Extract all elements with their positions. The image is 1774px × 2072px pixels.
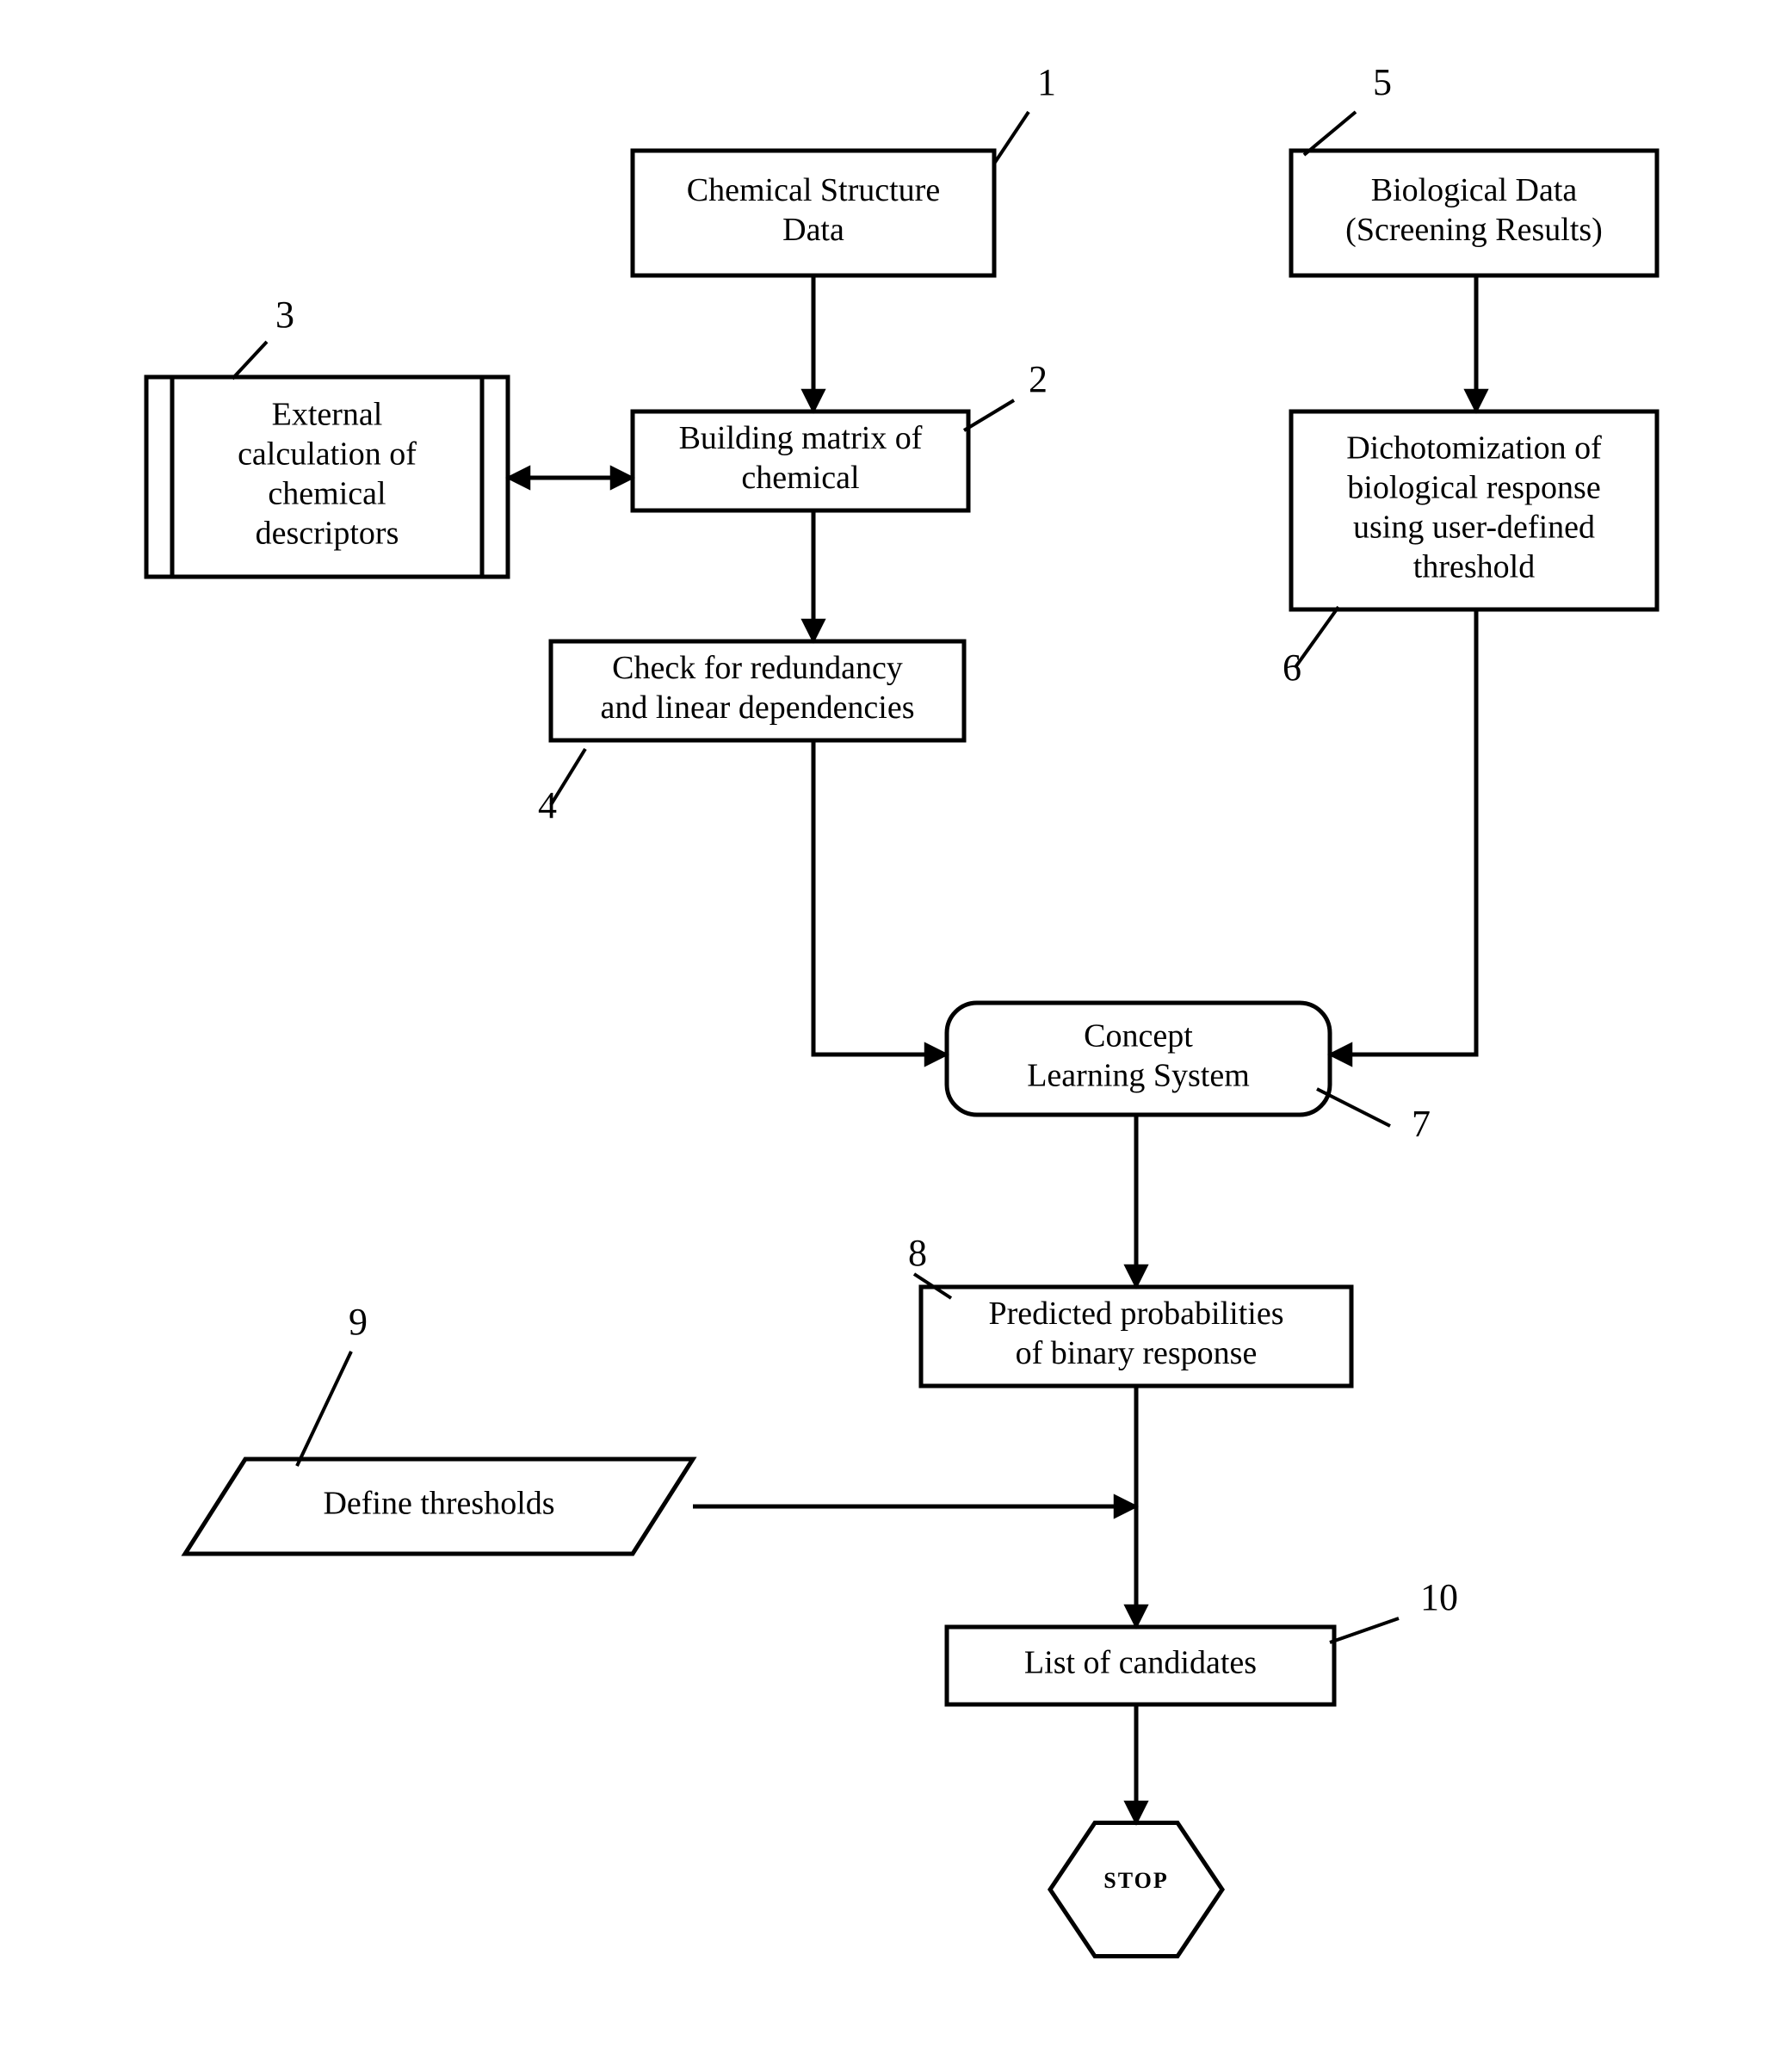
svg-text:7: 7 [1412, 1103, 1431, 1145]
svg-text:Dichotomization of: Dichotomization of [1346, 430, 1602, 467]
svg-text:Predicted probabilities: Predicted probabilities [989, 1296, 1284, 1332]
svg-text:using user-defined: using user-defined [1353, 510, 1595, 546]
svg-text:of binary response: of binary response [1016, 1335, 1258, 1371]
svg-text:Data: Data [782, 212, 844, 248]
svg-text:Biological Data: Biological Data [1371, 172, 1578, 208]
svg-text:8: 8 [908, 1232, 927, 1274]
svg-text:3: 3 [275, 294, 294, 336]
svg-text:chemical: chemical [741, 460, 859, 496]
svg-text:and linear dependencies: and linear dependencies [600, 690, 914, 726]
svg-text:Define thresholds: Define thresholds [323, 1486, 554, 1522]
svg-text:calculation of: calculation of [238, 436, 417, 473]
svg-text:9: 9 [349, 1301, 368, 1343]
svg-text:biological response: biological response [1347, 470, 1600, 506]
svg-text:(Screening Results): (Screening Results) [1345, 212, 1603, 248]
svg-text:Concept: Concept [1084, 1018, 1193, 1055]
svg-text:2: 2 [1029, 358, 1048, 400]
svg-text:threshold: threshold [1413, 549, 1535, 585]
svg-text:5: 5 [1373, 61, 1392, 103]
svg-text:1: 1 [1037, 61, 1056, 103]
svg-text:Building matrix of: Building matrix of [679, 420, 923, 456]
svg-text:6: 6 [1283, 646, 1301, 689]
svg-text:Chemical Structure: Chemical Structure [687, 172, 940, 208]
svg-text:Check for redundancy: Check for redundancy [612, 650, 903, 686]
svg-text:chemical: chemical [268, 476, 386, 512]
svg-text:descriptors: descriptors [256, 516, 399, 552]
svg-text:External: External [272, 397, 383, 433]
svg-text:10: 10 [1420, 1576, 1458, 1618]
svg-text:STOP: STOP [1103, 1868, 1168, 1893]
svg-text:Learning System: Learning System [1027, 1058, 1250, 1094]
svg-text:List of candidates: List of candidates [1024, 1645, 1257, 1681]
svg-text:4: 4 [538, 784, 557, 826]
